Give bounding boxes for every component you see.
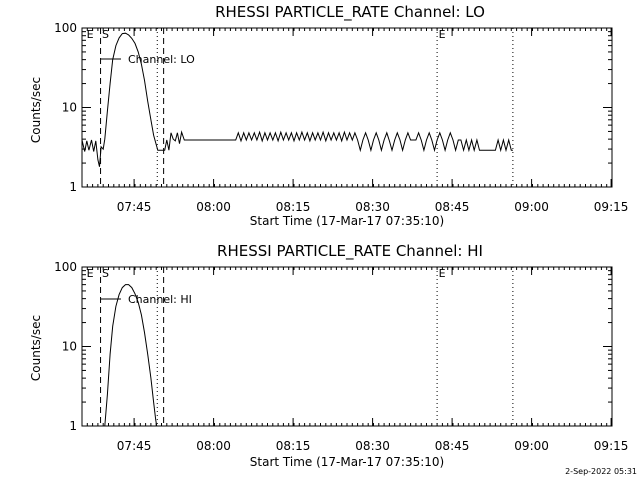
marker-label: S xyxy=(102,28,109,41)
y-tick-label: 1 xyxy=(69,180,77,194)
x-tick-label: 07:45 xyxy=(117,200,152,214)
x-tick-label: 08:00 xyxy=(196,200,231,214)
y-axis-label: Counts/sec xyxy=(29,77,43,143)
series-group xyxy=(104,284,158,427)
x-axis-label: Start Time (17-Mar-17 07:35:10) xyxy=(250,455,444,469)
legend-label: Channel: LO xyxy=(128,53,195,66)
series-line xyxy=(81,32,513,167)
x-tick-label: 09:00 xyxy=(514,200,549,214)
x-tick-label: 08:15 xyxy=(276,439,311,453)
y-tick-label: 100 xyxy=(54,21,77,35)
marker-label: E xyxy=(439,28,446,41)
x-tick-label: 08:30 xyxy=(355,200,390,214)
chart-title: RHESSI PARTICLE_RATE Channel: LO xyxy=(215,3,485,22)
series-group xyxy=(81,32,513,167)
plot-axes: 07:45 08:00 08:15 08:30 08:45 09:00 09:15 1 10 10… xyxy=(54,21,628,214)
x-tick-label: 09:15 xyxy=(594,200,629,214)
y-axis-label: Counts/sec xyxy=(29,315,43,381)
y-tick-label: 10 xyxy=(62,101,77,115)
plot-frame xyxy=(81,266,613,427)
y-tick-label: 1 xyxy=(69,419,77,433)
series-line xyxy=(104,284,158,427)
chart-title: RHESSI PARTICLE_RATE Channel: HI xyxy=(217,242,483,261)
marker-label: E xyxy=(87,267,94,280)
hi-channel-panel: RHESSI PARTICLE_RATE Channel: HI Counts/… xyxy=(29,242,628,469)
plot-axes: 07:45 08:00 08:15 08:30 08:45 09:00 09:15 1 10 10… xyxy=(54,260,628,453)
legend: Channel: LO xyxy=(101,53,195,66)
marker-label: E xyxy=(87,28,94,41)
x-tick-label: 08:45 xyxy=(435,200,470,214)
legend-label: Channel: HI xyxy=(128,293,192,306)
plot-frame xyxy=(81,27,613,188)
x-tick-label: 07:45 xyxy=(117,439,152,453)
marker-label: E xyxy=(439,267,446,280)
x-tick-label: 09:15 xyxy=(594,439,629,453)
y-tick-label: 100 xyxy=(54,260,77,274)
x-tick-label: 08:30 xyxy=(355,439,390,453)
x-tick-label: 09:00 xyxy=(514,439,549,453)
x-tick-label: 08:00 xyxy=(196,439,231,453)
marker-label: S xyxy=(102,267,109,280)
y-tick-label: 10 xyxy=(62,340,77,354)
x-tick-label: 08:45 xyxy=(435,439,470,453)
legend: Channel: HI xyxy=(101,293,192,306)
lo-channel-panel: RHESSI PARTICLE_RATE Channel: LO Counts/… xyxy=(29,3,628,228)
x-axis-label: Start Time (17-Mar-17 07:35:10) xyxy=(250,214,444,228)
footer-timestamp: 2-Sep-2022 05:31 xyxy=(565,467,637,476)
x-tick-label: 08:15 xyxy=(276,200,311,214)
